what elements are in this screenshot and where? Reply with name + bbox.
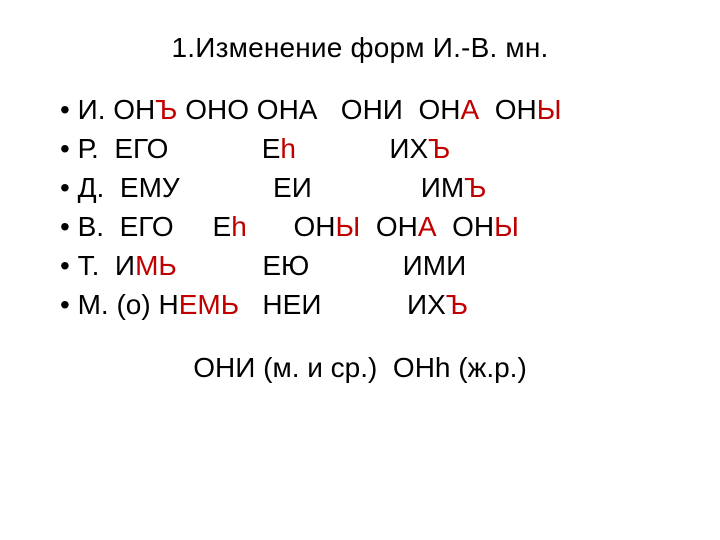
- highlight-text: Ы: [537, 94, 562, 125]
- row-locative: М. (о) НЕМЬ НЕИ ИХЪ: [60, 287, 660, 324]
- body-text: Т. И: [78, 250, 135, 281]
- highlight-text: МЬ: [135, 250, 177, 281]
- body-text: ЕЮ ИМИ: [177, 250, 466, 281]
- body-text: ОН: [437, 211, 495, 242]
- slide: 1.Изменение форм И.-В. мн. И. ОНЪ ОНО ОН…: [0, 0, 720, 540]
- highlight-text: Ы: [336, 211, 361, 242]
- body-text: И. ОН: [78, 94, 156, 125]
- body-text: НЕИ ИХ: [239, 289, 446, 320]
- body-text: ИХ: [296, 133, 428, 164]
- highlight-text: А: [418, 211, 437, 242]
- highlight-text: ЕМЬ: [179, 289, 239, 320]
- body-text: В. ЕГО Е: [78, 211, 232, 242]
- paradigm-list: И. ОНЪ ОНО ОНА ОНИ ОНА ОНЫ Р. ЕГО Еh ИХЪ…: [60, 92, 660, 324]
- body-text: Д. ЕМУ ЕИ ИМ: [78, 172, 465, 203]
- body-text: Р. ЕГО Е: [78, 133, 281, 164]
- slide-title: 1.Изменение форм И.-В. мн.: [60, 32, 660, 64]
- row-genitive: Р. ЕГО Еh ИХЪ: [60, 131, 660, 168]
- highlight-text: А: [461, 94, 480, 125]
- body-text: ОН: [360, 211, 418, 242]
- row-instrumental: Т. ИМЬ ЕЮ ИМИ: [60, 248, 660, 285]
- footer-note: ОНИ (м. и ср.) ОНh (ж.р.): [60, 352, 660, 384]
- body-text: ОН: [479, 94, 537, 125]
- row-dative: Д. ЕМУ ЕИ ИМЪ: [60, 170, 660, 207]
- highlight-text: h: [280, 133, 296, 164]
- body-text: М. (о) Н: [78, 289, 179, 320]
- highlight-text: Ъ: [464, 172, 486, 203]
- highlight-text: h: [231, 211, 247, 242]
- body-text: ОНО ОНА ОНИ ОН: [177, 94, 460, 125]
- row-nominative: И. ОНЪ ОНО ОНА ОНИ ОНА ОНЫ: [60, 92, 660, 129]
- body-text: ОН: [247, 211, 336, 242]
- row-accusative: В. ЕГО Еh ОНЫ ОНА ОНЫ: [60, 209, 660, 246]
- highlight-text: Ъ: [428, 133, 450, 164]
- highlight-text: Ъ: [446, 289, 468, 320]
- highlight-text: Ъ: [155, 94, 177, 125]
- highlight-text: Ы: [494, 211, 519, 242]
